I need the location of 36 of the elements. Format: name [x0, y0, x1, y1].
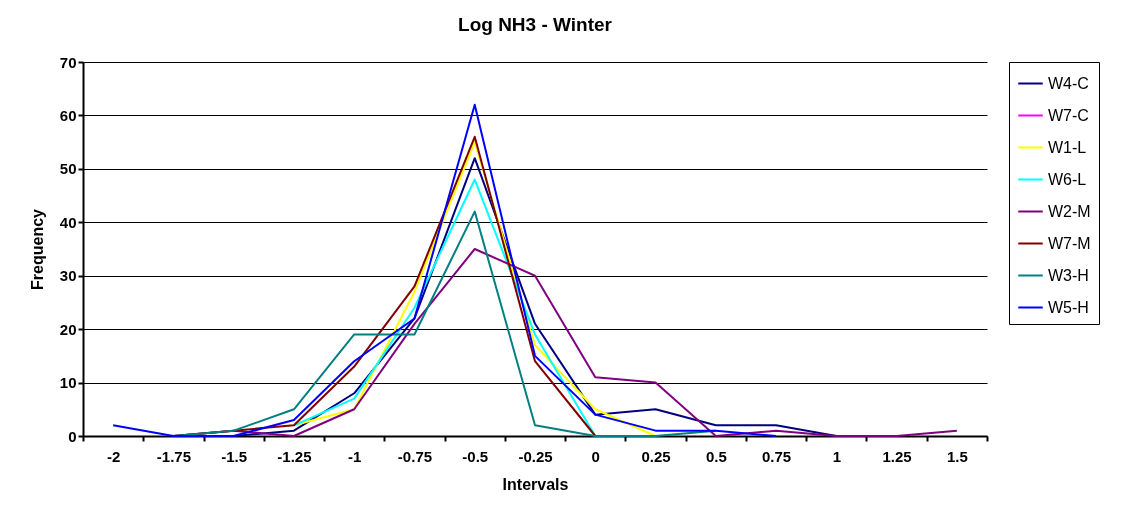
x-tick-label: 0.25 [641, 447, 671, 465]
y-axis-title: Frequency [28, 208, 46, 290]
x-tick-label: 1.5 [946, 447, 968, 465]
legend-label: W7-M [1048, 234, 1091, 252]
x-tick-label: 0.75 [761, 447, 792, 465]
y-tick-label: 0 [68, 427, 77, 445]
y-tick-label: 40 [59, 213, 77, 231]
y-tick-label: 30 [59, 267, 77, 285]
y-tick-label: 20 [59, 320, 77, 338]
legend-label: W5-H [1048, 298, 1089, 316]
line-series [112, 103, 778, 437]
y-tick-label: 50 [59, 160, 77, 178]
x-tick-label: -2 [106, 447, 121, 465]
x-tick-label: -0.75 [397, 447, 433, 465]
y-tick-label: 10 [59, 374, 77, 392]
x-tick-label: 0.5 [705, 447, 727, 465]
x-axis-title: Intervals [502, 475, 569, 493]
x-tick-label: 1 [832, 447, 842, 465]
legend-label: W7-C [1048, 106, 1089, 124]
x-tick-label: 1.25 [882, 447, 912, 465]
x-tick-label: 0 [591, 447, 600, 465]
legend-label: W4-C [1048, 74, 1089, 92]
chart-title: Log NH3 - Winter [458, 14, 613, 35]
x-tick-label: -1 [348, 447, 362, 465]
x-tick-label: -0.5 [462, 447, 489, 465]
x-tick-label: -1.75 [156, 447, 191, 465]
legend-label: W6-L [1048, 170, 1087, 188]
x-tick-label: -0.25 [518, 447, 553, 465]
y-tick-label: 60 [59, 106, 77, 124]
legend-label: W3-H [1048, 266, 1089, 284]
x-tick-label: -1.5 [221, 447, 248, 465]
legend-label: W2-M [1048, 202, 1091, 220]
y-tick-label: 70 [59, 53, 77, 71]
x-tick-label: -1.25 [277, 447, 312, 465]
legend-label: W1-L [1048, 138, 1087, 156]
line-series [292, 178, 597, 437]
